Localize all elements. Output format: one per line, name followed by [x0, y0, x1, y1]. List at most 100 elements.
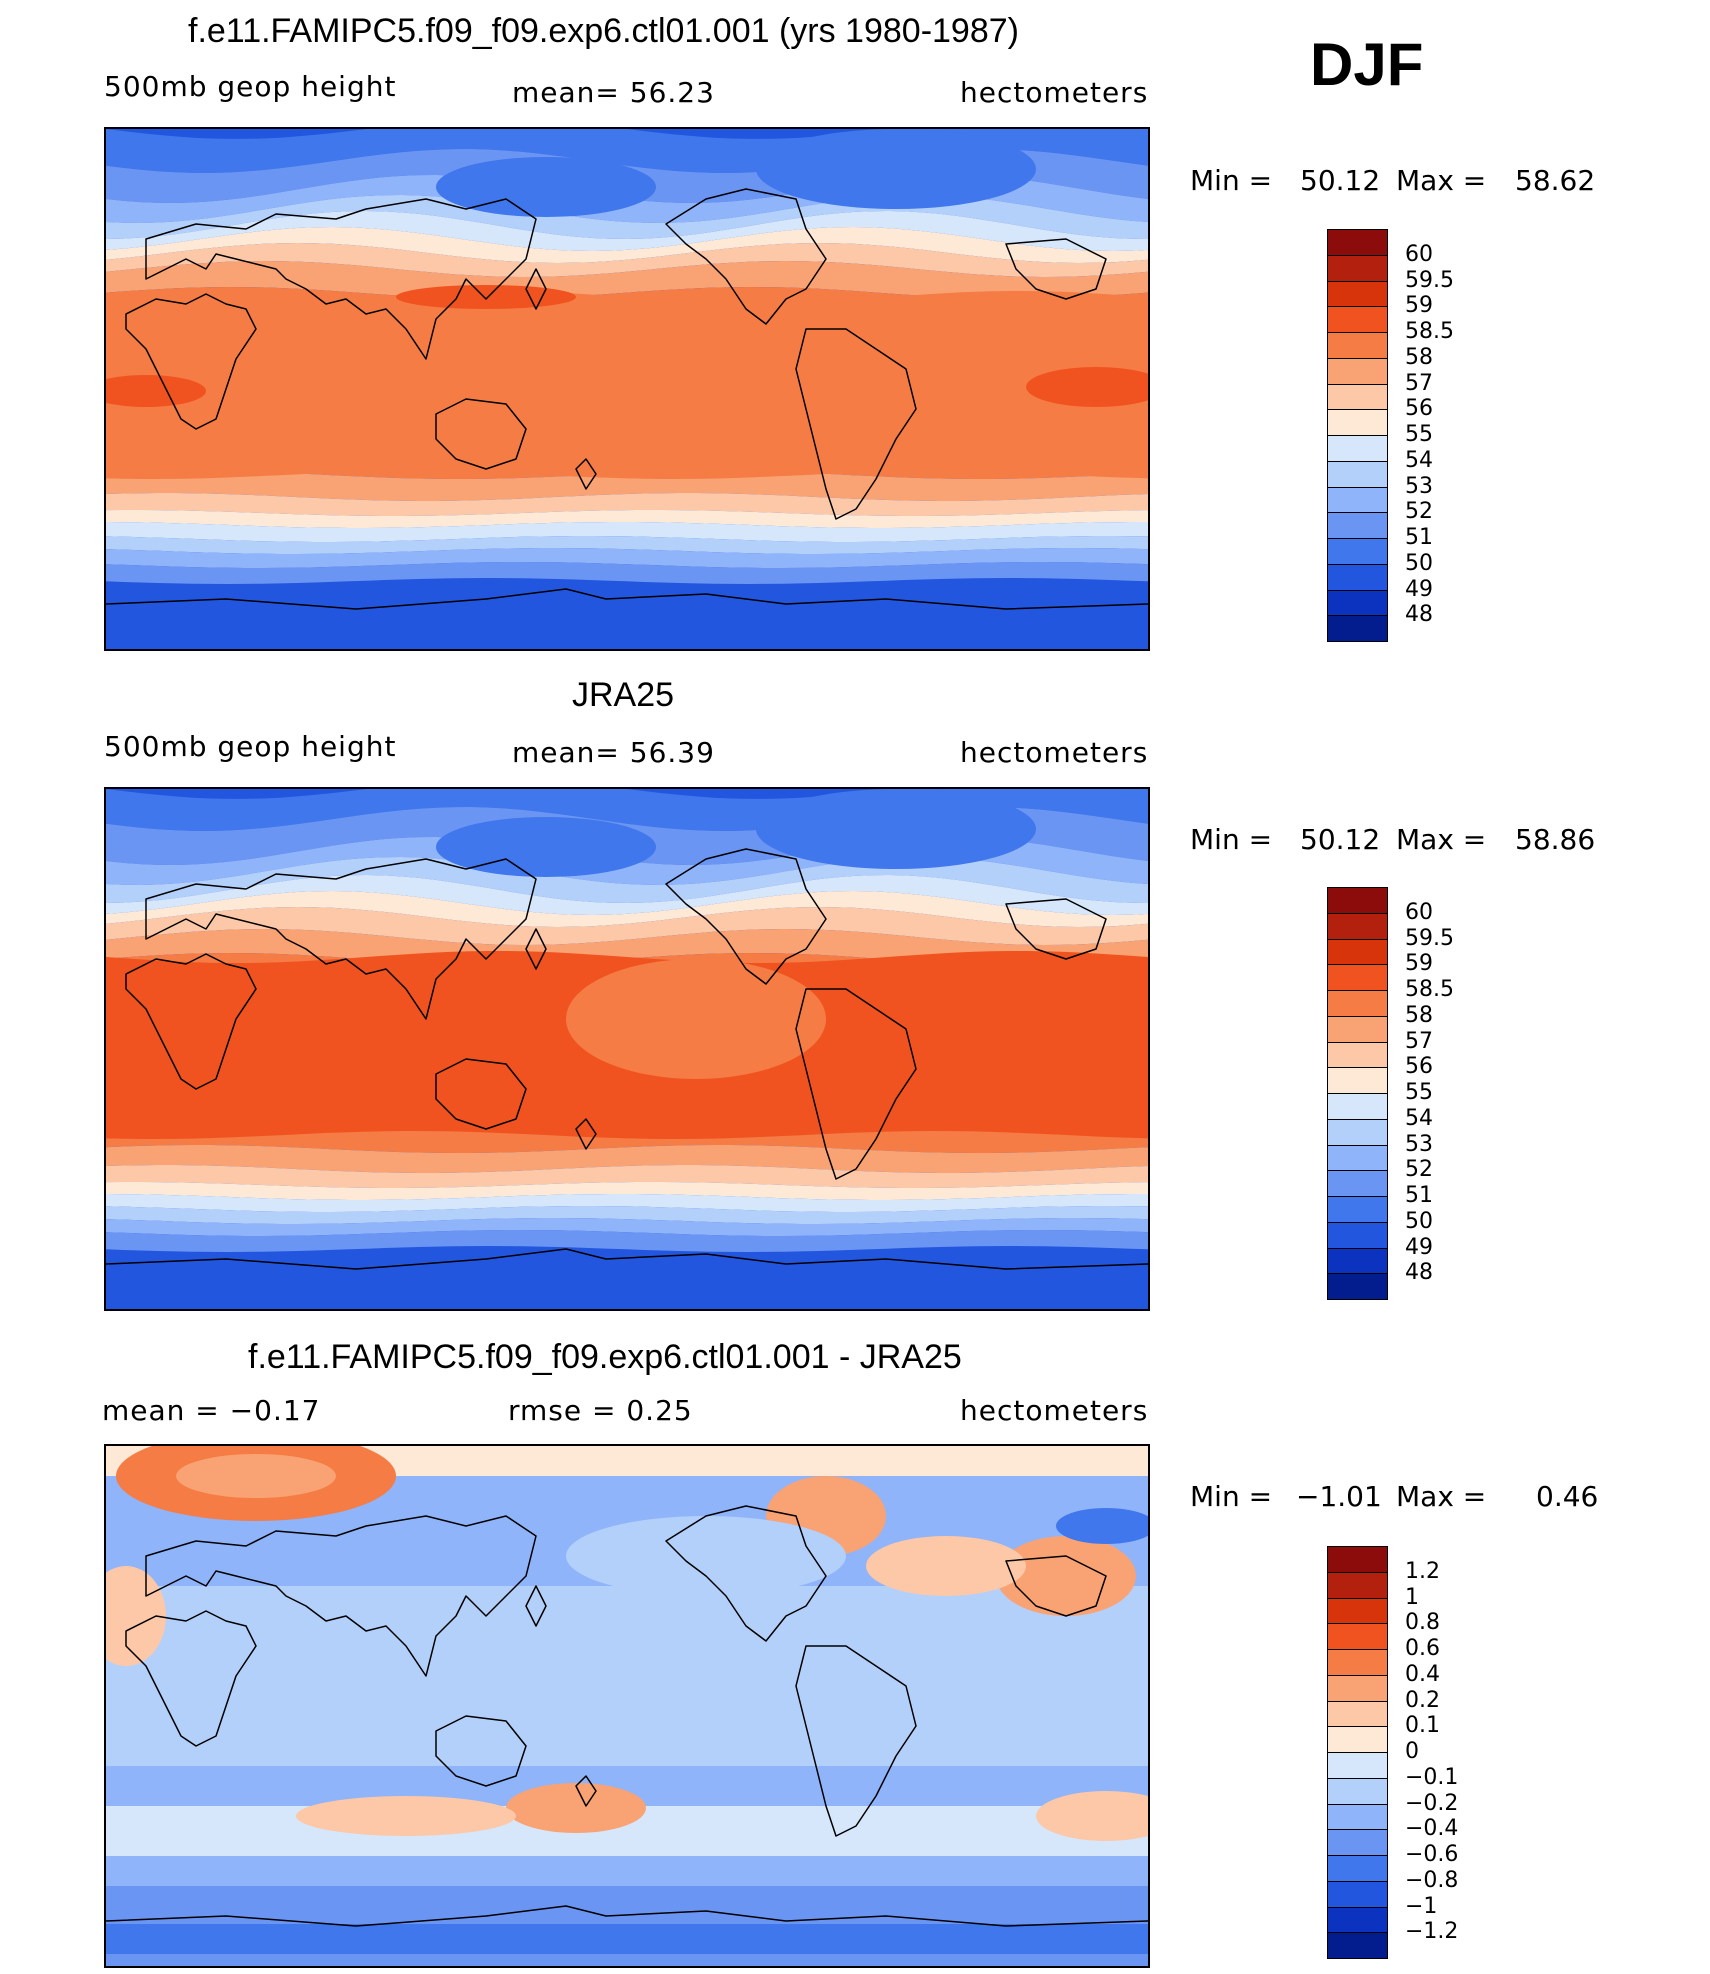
colorbar-tick-label: 60	[1405, 899, 1433, 925]
colorbar-swatch	[1327, 1726, 1388, 1753]
coastline	[525, 1585, 547, 1627]
contour-band	[106, 1145, 1148, 1173]
contour-band	[296, 1796, 516, 1836]
colorbar-swatch	[1327, 1273, 1388, 1300]
panel2-min-value: 50.12	[1300, 823, 1381, 856]
contour-band	[106, 522, 1148, 542]
colorbar-swatch	[1327, 1803, 1388, 1831]
panel2-field-label: 500mb geop height	[104, 730, 397, 763]
colorbar-swatch	[1327, 1623, 1388, 1650]
colorbar-swatch	[1327, 589, 1388, 617]
colorbar-swatch	[1327, 332, 1388, 359]
colorbar-swatch	[1327, 887, 1388, 914]
colorbar-tick-label: −0.1	[1405, 1764, 1459, 1790]
panel2-min-label: Min =	[1190, 823, 1273, 856]
colorbar-swatch	[1327, 1170, 1388, 1197]
coastline	[125, 1610, 257, 1747]
coastline	[575, 1118, 597, 1150]
panel2-map-svg	[106, 789, 1148, 1309]
colorbar-tick-label: 58	[1405, 1002, 1433, 1028]
colorbar-swatch	[1327, 1118, 1388, 1146]
colorbar-tick-label: 0.1	[1405, 1713, 1440, 1739]
coastline	[1005, 898, 1107, 960]
panel2-map	[104, 787, 1150, 1311]
colorbar-tick-label: 0.2	[1405, 1687, 1440, 1713]
colorbar-tick-label: −0.6	[1405, 1842, 1459, 1867]
colorbar-tick-label: 59	[1405, 293, 1433, 319]
colorbar-swatch	[1327, 254, 1388, 282]
contour-band	[996, 1536, 1136, 1616]
panel2-contours	[106, 789, 1148, 1309]
colorbar-tick-label: 0.4	[1405, 1661, 1440, 1687]
colorbar-tick-label: 57	[1405, 370, 1433, 396]
colorbar-swatch	[1327, 306, 1388, 333]
panel1-min-value: 50.12	[1300, 164, 1381, 197]
panel3-coastlines	[106, 1505, 1148, 1927]
panel1-colorbar: 60 59.5 59 58.5 58 57 56 55 54 53 52 51 50 49 48	[1327, 229, 1454, 642]
coastline	[106, 1905, 1148, 1927]
panel1-mean-label: mean= 56.23	[512, 76, 715, 109]
coastline	[145, 858, 537, 1020]
contour-band	[106, 471, 1148, 501]
colorbar-tick-label: 60	[1405, 241, 1433, 267]
colorbar-swatch	[1327, 1546, 1388, 1573]
colorbar-tick-label: 55	[1405, 1080, 1433, 1105]
colorbar-tick-label: −1.2	[1405, 1919, 1459, 1945]
contour-band	[106, 291, 1148, 479]
colorbar-swatch	[1327, 460, 1388, 488]
contour-band	[506, 1783, 646, 1833]
coastline	[575, 1775, 597, 1807]
colorbar-tick-label: 1.2	[1405, 1558, 1440, 1584]
colorbar-swatch	[1327, 280, 1388, 308]
coastline	[795, 1645, 917, 1837]
colorbar-swatch	[1327, 409, 1388, 436]
colorbar-tick-label: 49	[1405, 576, 1433, 602]
coastline	[665, 1505, 827, 1642]
panel3-map-svg	[106, 1446, 1148, 1966]
colorbar-tick-label: 51	[1405, 525, 1433, 550]
contour-band	[106, 536, 1148, 554]
panel3-mean-label: mean = −0.17	[102, 1394, 321, 1427]
colorbar-swatch	[1327, 1247, 1388, 1275]
colorbar-tick-label: 53	[1405, 1131, 1433, 1157]
panel3-max-label: Max =	[1396, 1480, 1487, 1513]
contour-band	[106, 510, 1148, 528]
panel1-max-label: Max =	[1396, 164, 1487, 197]
panel1-max-value: 58.62	[1515, 164, 1596, 197]
colorbar-tick-label: −0.8	[1405, 1867, 1459, 1893]
contour-band	[106, 1194, 1148, 1212]
colorbar-tick-label: 59	[1405, 951, 1433, 977]
colorbar-swatch	[1327, 615, 1388, 642]
coastline	[145, 1515, 537, 1677]
coastline	[795, 328, 917, 520]
colorbar-swatch	[1327, 383, 1388, 411]
panel1-map-svg	[106, 129, 1148, 649]
contour-band	[106, 875, 1148, 915]
panel1-units-label: hectometers	[960, 76, 1149, 109]
colorbar-swatch	[1327, 1700, 1388, 1728]
colorbar-swatch	[1327, 435, 1388, 462]
contour-band	[106, 375, 206, 407]
colorbar-tick-label: 52	[1405, 499, 1433, 525]
panel3-max-value: 0.46	[1536, 1480, 1599, 1513]
coastline	[665, 848, 827, 985]
colorbar-tick-label: 54	[1405, 447, 1433, 473]
colorbar-tick-label: 55	[1405, 422, 1433, 447]
colorbar-tick-label: 49	[1405, 1234, 1433, 1260]
colorbar-tick-label: 58.5	[1405, 977, 1454, 1002]
contour-band	[756, 789, 1036, 869]
contour-band	[566, 1516, 846, 1596]
colorbar-swatch	[1327, 1015, 1388, 1043]
colorbar-tick-label: 59.5	[1405, 925, 1454, 951]
colorbar-tick-label: 48	[1405, 1260, 1433, 1286]
contour-band	[106, 261, 1148, 299]
colorbar-tick-label: 56	[1405, 1054, 1433, 1080]
contour-band	[1056, 1508, 1148, 1544]
contour-band	[106, 1586, 1148, 1766]
contour-band	[566, 959, 826, 1079]
colorbar-swatch	[1327, 563, 1388, 591]
panel2-colorbar: 60 59.5 59 58.5 58 57 56 55 54 53 52 51 50 49 48	[1327, 887, 1454, 1300]
colorbar-tick-label: 52	[1405, 1157, 1433, 1183]
contour-band	[106, 227, 1148, 263]
coastline	[435, 398, 527, 470]
